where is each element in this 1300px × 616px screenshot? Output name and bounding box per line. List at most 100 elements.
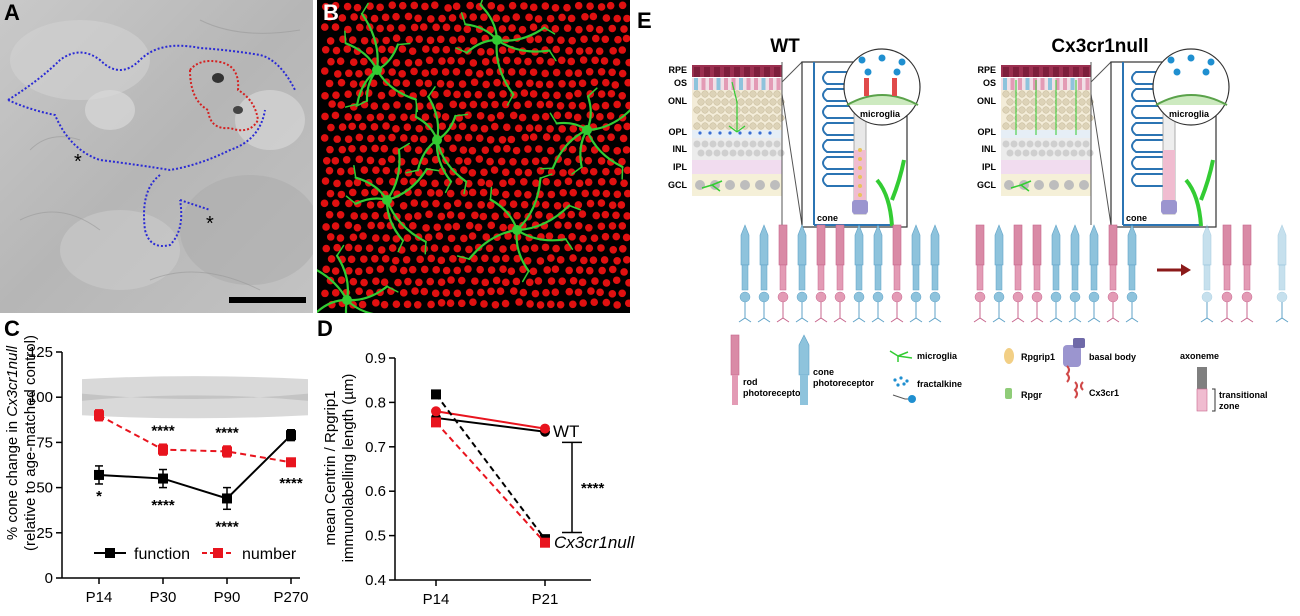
nucleus: [532, 114, 540, 122]
legend-axoneme-icon: [1197, 367, 1207, 389]
nucleus: [399, 2, 407, 10]
nucleus: [614, 124, 622, 132]
nucleus: [553, 69, 561, 77]
nucleus: [405, 102, 413, 110]
nucleus: [580, 257, 588, 265]
nucleus: [470, 59, 478, 67]
panel-label-a: A: [4, 0, 20, 26]
nucleus: [436, 103, 444, 111]
nucleus: [620, 179, 628, 187]
data-point-function: [286, 430, 296, 440]
microglia-branch: [416, 105, 417, 117]
outer-segment: [762, 78, 766, 90]
nucleus: [443, 289, 451, 297]
synapse: [929, 302, 941, 322]
onl-nucleus: [1067, 91, 1074, 98]
nucleus: [415, 125, 423, 133]
cone-outer-segment: [741, 225, 749, 265]
nucleus: [499, 136, 507, 144]
nucleus: [453, 68, 461, 76]
legend-label-cone: cone: [813, 367, 834, 377]
rpe-cell: [734, 67, 740, 77]
cone-outer-segment: [1278, 225, 1286, 265]
nucleus: [333, 47, 341, 55]
basal-body-zoom: [1161, 200, 1177, 214]
nucleus: [510, 287, 518, 295]
nucleus: [618, 46, 626, 54]
fractalkine-ligand: [1174, 69, 1181, 76]
nucleus: [482, 81, 490, 89]
nucleus: [427, 255, 435, 263]
cone-outer-segment: [912, 225, 920, 265]
inner-segment: [932, 265, 938, 290]
nucleus: [460, 235, 468, 243]
nucleus: [371, 123, 379, 131]
onl-nucleus: [1019, 91, 1026, 98]
nucleus: [327, 37, 335, 45]
nucleus: [420, 288, 428, 296]
layer-label: GCL: [977, 180, 997, 190]
nucleus: [371, 15, 379, 23]
legend-label-fractalkine: fractalkine: [917, 379, 962, 389]
nucleus: [410, 199, 418, 207]
chart-d-label-null: Cx3cr1null: [554, 533, 636, 552]
nucleus: [376, 4, 384, 12]
nucleus: [531, 244, 539, 252]
nucleus: [328, 100, 336, 108]
nucleus: [388, 155, 396, 163]
nucleus: [575, 244, 583, 252]
nucleus: [481, 279, 489, 287]
nucleus: [360, 279, 368, 287]
zoom-label-microglia: microglia: [860, 109, 901, 119]
nucleus: [592, 35, 600, 43]
legend-cone-icon-inner: [800, 375, 808, 405]
nucleus: [537, 301, 545, 309]
onl-nucleus: [754, 99, 761, 106]
outer-segment: [717, 78, 721, 90]
inl-nucleus: [762, 150, 769, 157]
nucleus: [493, 14, 501, 22]
cone-outer-segment: [798, 225, 806, 265]
nucleus: [614, 190, 622, 198]
nucleus: [558, 277, 566, 285]
zoom-label-microglia: microglia: [1169, 109, 1210, 119]
inner-segment: [1015, 265, 1021, 290]
nucleus: [502, 300, 510, 308]
nucleus: [492, 255, 500, 263]
nucleus: [579, 299, 587, 307]
nucleus: [475, 91, 483, 99]
synapse: [891, 302, 903, 322]
nucleus: [546, 101, 554, 109]
nucleus: [443, 24, 451, 32]
nucleus: [371, 102, 379, 110]
inner-segment: [742, 265, 748, 290]
onl-nucleus: [722, 115, 729, 122]
nucleus: [442, 245, 450, 253]
nucleus: [601, 256, 609, 264]
nucleus: [355, 287, 363, 295]
nucleus: [409, 47, 417, 55]
nucleus: [486, 68, 494, 76]
nucleus: [620, 268, 628, 276]
nucleus: [530, 90, 538, 98]
nucleus: [328, 255, 336, 263]
nucleus: [559, 189, 567, 197]
nucleus: [608, 25, 616, 33]
nucleus: [598, 157, 606, 165]
nucleus: [415, 59, 423, 67]
nucleus: [326, 167, 334, 175]
nucleus: [601, 57, 609, 65]
nucleus: [404, 123, 412, 131]
nucleus: [392, 13, 400, 21]
nucleus: [382, 103, 390, 111]
outer-segment: [709, 78, 713, 90]
onl-nucleus: [706, 99, 713, 106]
inl-nucleus: [694, 141, 701, 148]
onl-nucleus: [774, 123, 781, 130]
panel-label-d: D: [317, 316, 333, 342]
nucleus: [591, 56, 599, 64]
inner-segment: [1110, 265, 1116, 290]
onl-nucleus: [1059, 123, 1066, 130]
nucleus: [619, 1, 627, 9]
nucleus: [392, 257, 400, 265]
